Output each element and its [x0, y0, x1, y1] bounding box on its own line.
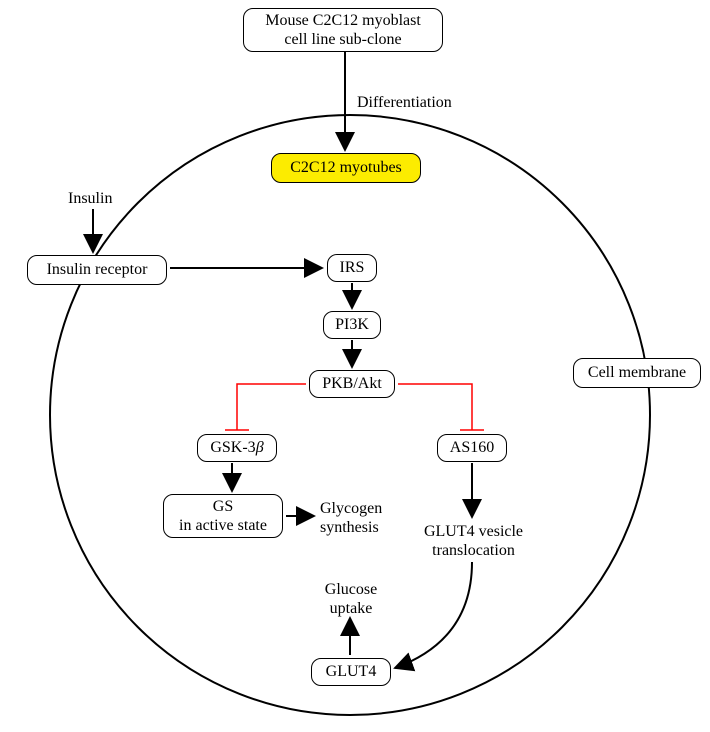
label-glycogen: Glycogensynthesis [320, 499, 382, 537]
node-receptor: Insulin receptor [27, 255, 167, 285]
node-pi3k: PI3K [323, 311, 381, 339]
label-glycogen-text: Glycogensynthesis [320, 500, 382, 536]
node-membrane-label: Cell membrane [588, 363, 686, 382]
label-differentiation-text: Differentiation [357, 94, 452, 111]
label-translocation: GLUT4 vesicletranslocation [411, 522, 536, 560]
node-myotubes: C2C12 myotubes [271, 153, 421, 183]
node-myotubes-label: C2C12 myotubes [290, 158, 402, 177]
label-insulin: Insulin [68, 189, 112, 208]
cell-membrane-circle [50, 115, 650, 715]
edge-pkb-inhibit-gsk [237, 384, 306, 430]
node-pkb-label: PKB/Akt [322, 374, 382, 393]
node-as160: AS160 [437, 434, 507, 462]
node-irs: IRS [327, 254, 377, 282]
node-pkb: PKB/Akt [309, 370, 395, 398]
label-translocation-text: GLUT4 vesicletranslocation [424, 523, 523, 559]
node-irs-label: IRS [340, 258, 365, 277]
node-glut4-label: GLUT4 [326, 662, 377, 681]
node-glut4: GLUT4 [311, 658, 391, 686]
label-differentiation: Differentiation [357, 93, 452, 112]
node-gs-label: GSin active state [179, 497, 267, 535]
node-pi3k-label: PI3K [335, 315, 369, 334]
label-uptake-text: Glucoseuptake [325, 581, 377, 617]
node-myoblast: Mouse C2C12 myoblastcell line sub-clone [243, 8, 443, 52]
edge-translocation-to-glut4 [395, 562, 472, 668]
node-gsk-label: GSK-3β [210, 438, 263, 457]
node-myoblast-label: Mouse C2C12 myoblastcell line sub-clone [265, 11, 421, 49]
node-gs: GSin active state [163, 494, 283, 538]
diagram-root: Mouse C2C12 myoblastcell line sub-clone … [0, 0, 710, 732]
node-as160-label: AS160 [450, 438, 494, 457]
node-gsk: GSK-3β [197, 434, 277, 462]
node-receptor-label: Insulin receptor [47, 260, 148, 279]
node-membrane: Cell membrane [573, 358, 701, 388]
label-uptake: Glucoseuptake [301, 580, 401, 618]
label-insulin-text: Insulin [68, 190, 112, 207]
edge-pkb-inhibit-as160 [398, 384, 472, 430]
